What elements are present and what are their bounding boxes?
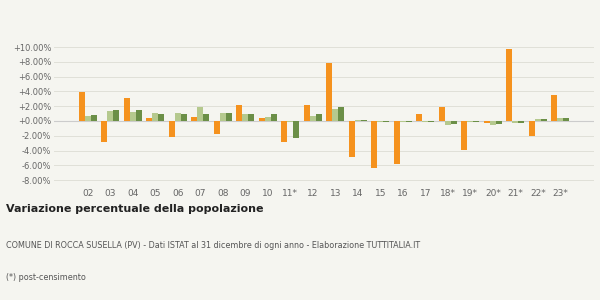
Bar [371,121,377,167]
Bar [361,120,367,121]
Bar [304,105,310,121]
Bar [146,118,152,121]
Bar [113,110,119,121]
Bar [316,114,322,121]
Bar [416,114,422,121]
Bar [473,121,479,122]
Bar [259,118,265,121]
Bar [107,111,113,121]
Bar [158,114,164,121]
Bar [439,107,445,121]
Bar [287,121,293,122]
Bar [85,116,91,121]
Bar [271,114,277,121]
Bar [197,107,203,121]
Bar [91,115,97,121]
Bar [557,118,563,121]
Bar [551,95,557,121]
Bar [518,121,524,123]
Bar [349,121,355,157]
Bar [332,109,338,121]
Bar [130,112,136,121]
Bar [310,116,316,121]
Text: Variazione percentuale della popolazione: Variazione percentuale della popolazione [6,203,263,214]
Bar [355,120,361,121]
Bar [445,121,451,125]
Bar [214,121,220,134]
Bar [541,119,547,121]
Bar [377,121,383,122]
Legend: Rocca Susella, Provincia di PV, Lombardia: Rocca Susella, Provincia di PV, Lombardi… [197,0,451,3]
Bar [220,113,226,121]
Bar [181,114,187,121]
Bar [152,113,158,121]
Bar [490,121,496,125]
Bar [506,49,512,121]
Bar [124,98,130,121]
Bar [484,121,490,123]
Bar [248,114,254,121]
Bar [529,121,535,136]
Text: COMUNE DI ROCCA SUSELLA (PV) - Dati ISTAT al 31 dicembre di ogni anno - Elaboraz: COMUNE DI ROCCA SUSELLA (PV) - Dati ISTA… [6,241,420,250]
Bar [293,121,299,138]
Bar [422,121,428,122]
Bar [169,121,175,137]
Bar [338,107,344,121]
Text: (*) post-censimento: (*) post-censimento [6,274,86,283]
Bar [226,113,232,121]
Bar [175,113,181,121]
Bar [461,121,467,150]
Bar [236,105,242,121]
Bar [242,114,248,121]
Bar [136,110,142,121]
Bar [326,63,332,121]
Bar [383,121,389,122]
Bar [400,121,406,122]
Bar [451,121,457,124]
Bar [512,121,518,123]
Bar [535,119,541,121]
Bar [101,121,107,142]
Bar [281,121,287,142]
Bar [406,121,412,122]
Bar [191,117,197,121]
Bar [394,121,400,164]
Bar [428,121,434,122]
Bar [265,116,271,121]
Bar [79,92,85,121]
Bar [496,121,502,124]
Bar [203,114,209,121]
Bar [563,118,569,121]
Bar [467,121,473,122]
